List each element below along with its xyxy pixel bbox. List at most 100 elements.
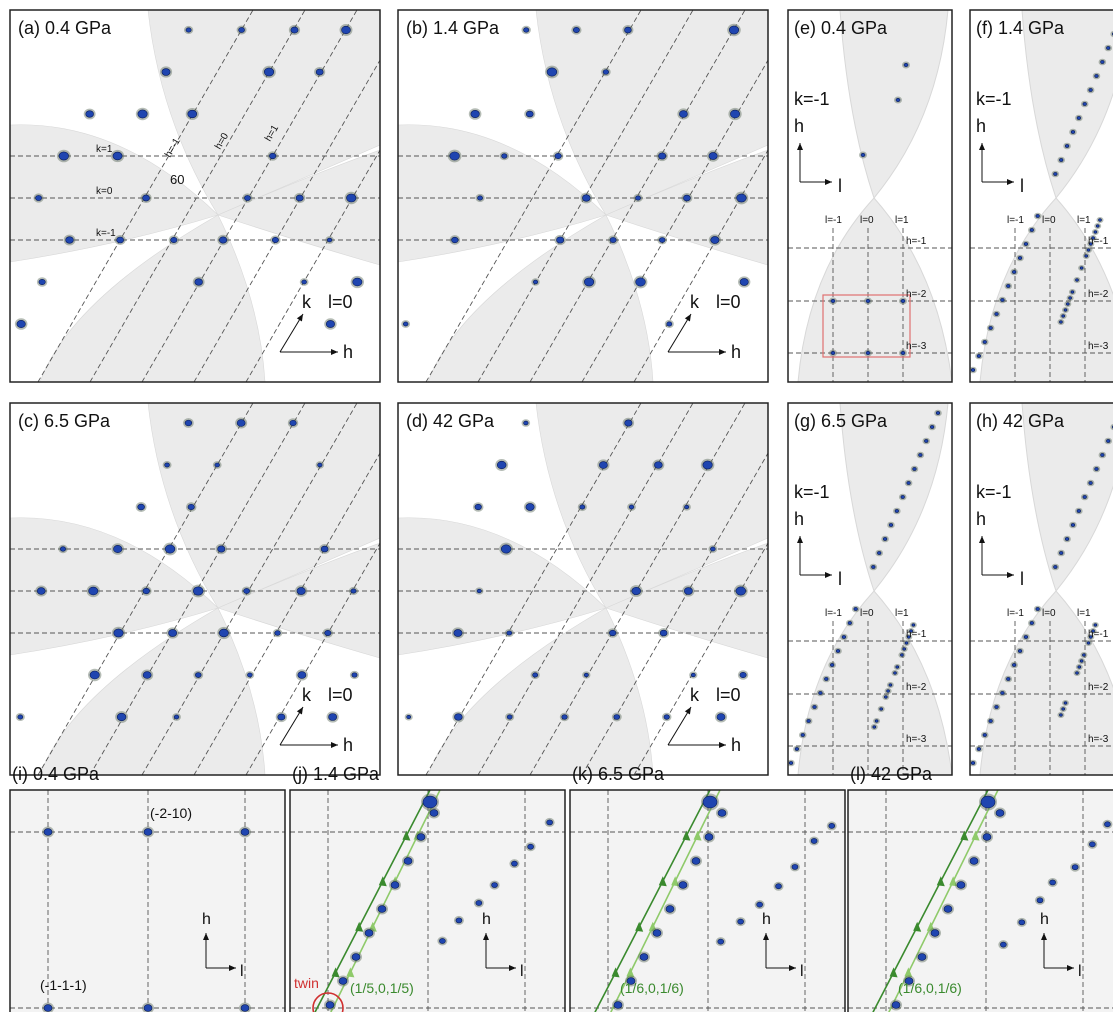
peak-label: (-2-10) bbox=[150, 805, 192, 821]
reflection bbox=[391, 882, 399, 889]
reflection bbox=[185, 420, 192, 426]
reflection bbox=[660, 630, 667, 636]
reflection bbox=[895, 509, 899, 512]
reflection bbox=[1082, 654, 1085, 657]
reflection bbox=[614, 714, 620, 719]
reflection bbox=[275, 631, 281, 636]
zoom-panel: (-2-10)(-1-1-1)hl bbox=[10, 790, 285, 1012]
reflection bbox=[342, 26, 351, 34]
reflection bbox=[351, 589, 356, 593]
reflection bbox=[165, 545, 175, 553]
panel-title: (d) 42 GPa bbox=[406, 411, 495, 431]
reflection bbox=[1101, 453, 1105, 456]
fixed-index: k=-1 bbox=[794, 89, 830, 109]
reflection bbox=[1072, 865, 1078, 870]
reflection bbox=[143, 195, 150, 201]
reflection bbox=[875, 720, 878, 723]
reflection bbox=[547, 820, 553, 825]
reflection bbox=[709, 152, 717, 159]
reflection bbox=[502, 154, 507, 159]
reflection bbox=[711, 236, 719, 243]
reflection bbox=[1030, 621, 1034, 624]
reflection bbox=[1024, 635, 1028, 638]
reflection bbox=[1077, 509, 1081, 512]
axis-label: h bbox=[976, 509, 986, 529]
reflection bbox=[683, 195, 690, 201]
row-label: h=-2 bbox=[906, 682, 927, 693]
row-label: h=-1 bbox=[1088, 236, 1109, 247]
reflection bbox=[1001, 298, 1005, 301]
reflection bbox=[272, 237, 278, 242]
axis-label: h bbox=[731, 342, 741, 362]
reflection bbox=[1104, 822, 1110, 827]
reflection bbox=[831, 351, 835, 354]
reflection bbox=[1000, 942, 1006, 947]
reflection bbox=[584, 278, 593, 286]
reflection bbox=[1089, 88, 1093, 91]
reflection bbox=[18, 715, 23, 719]
column-label: l=-1 bbox=[1007, 215, 1024, 226]
plane-label: l=0 bbox=[328, 292, 353, 312]
reflection bbox=[873, 726, 876, 729]
reflection bbox=[269, 153, 276, 159]
reflection bbox=[912, 624, 915, 627]
reflection bbox=[1094, 624, 1097, 627]
panel-title: (a) 0.4 GPa bbox=[18, 18, 112, 38]
reflection bbox=[302, 280, 307, 284]
reflection bbox=[573, 27, 579, 32]
reflection bbox=[347, 194, 356, 202]
reflection bbox=[114, 629, 123, 637]
reflection bbox=[1018, 256, 1022, 259]
reflection bbox=[736, 587, 746, 595]
column-label: l=1 bbox=[1077, 608, 1091, 619]
reflection bbox=[892, 1002, 900, 1009]
axis-label: l bbox=[1020, 569, 1024, 589]
reflection bbox=[1089, 481, 1093, 484]
reflection bbox=[507, 631, 512, 635]
reflection bbox=[983, 340, 987, 343]
reflection bbox=[113, 152, 122, 160]
reflection bbox=[904, 63, 908, 66]
reflection bbox=[165, 463, 170, 467]
reflection bbox=[1059, 158, 1063, 161]
reflection bbox=[659, 238, 665, 243]
reflection bbox=[811, 838, 817, 843]
reflection bbox=[740, 672, 746, 677]
reflection bbox=[1064, 309, 1067, 312]
reflection bbox=[264, 68, 274, 76]
reflection bbox=[327, 238, 332, 242]
reflection bbox=[90, 671, 99, 679]
reflection bbox=[970, 858, 978, 865]
reflection bbox=[740, 278, 748, 285]
reflection bbox=[497, 461, 506, 469]
peak-label: (-1-1-1) bbox=[40, 977, 87, 993]
reflection bbox=[1018, 649, 1022, 652]
reflection bbox=[316, 69, 323, 75]
reflection bbox=[658, 153, 665, 159]
zoom-panel: (1/6,0,1/6)hl bbox=[848, 790, 1113, 1012]
reflection bbox=[1083, 102, 1087, 105]
reflection bbox=[1059, 714, 1062, 717]
reflection bbox=[475, 504, 482, 510]
reflection bbox=[842, 635, 846, 638]
axis-label: h bbox=[1040, 911, 1049, 928]
axis-label: h bbox=[343, 735, 353, 755]
reflection bbox=[1065, 144, 1069, 147]
reflection bbox=[664, 715, 670, 720]
reflection bbox=[247, 673, 252, 677]
reflection bbox=[866, 351, 870, 354]
panel-title: (f) 1.4 GPa bbox=[976, 18, 1065, 38]
axis-label: l bbox=[1020, 176, 1024, 196]
reflection bbox=[456, 918, 462, 923]
reflection bbox=[526, 111, 533, 117]
reflection bbox=[450, 152, 460, 160]
reflection bbox=[1064, 702, 1067, 705]
reflection bbox=[39, 279, 45, 284]
panel-title: (b) 1.4 GPa bbox=[406, 18, 500, 38]
reflection bbox=[813, 705, 817, 708]
reflection bbox=[757, 902, 763, 907]
reflection bbox=[918, 954, 926, 961]
reflection bbox=[830, 663, 834, 666]
reflection bbox=[654, 462, 662, 469]
modulation-label: (1/6,0,1/6) bbox=[898, 980, 962, 996]
